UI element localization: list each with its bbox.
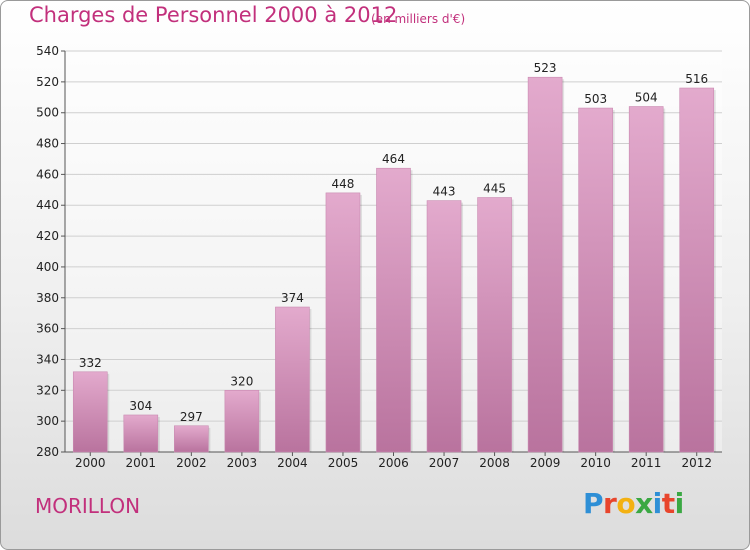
y-tick-label: 300 — [36, 414, 59, 428]
y-tick-label: 460 — [36, 167, 59, 181]
logo-letter: i — [652, 487, 663, 520]
y-tick-label: 340 — [36, 352, 59, 366]
x-tick-label: 2008 — [479, 456, 510, 470]
y-tick-label: 380 — [36, 291, 59, 305]
data-label: 504 — [635, 91, 658, 105]
logo-letter: t — [661, 487, 675, 520]
logo-letter: x — [635, 487, 653, 520]
x-tick-label: 2012 — [681, 456, 712, 470]
x-tick-label: 2005 — [328, 456, 359, 470]
bar-2009 — [527, 76, 563, 453]
x-tick-label: 2009 — [530, 456, 561, 470]
y-tick-label: 500 — [36, 106, 59, 120]
bar-2003 — [224, 390, 260, 453]
bar-2008 — [477, 197, 512, 453]
data-label: 516 — [685, 72, 708, 86]
data-label: 445 — [483, 182, 506, 196]
y-tick-label: 440 — [36, 198, 59, 212]
logo-letter: o — [616, 487, 636, 520]
data-label: 448 — [332, 177, 355, 191]
x-tick-label: 2000 — [75, 456, 106, 470]
y-tick-label: 360 — [36, 322, 59, 336]
y-tick-label: 400 — [36, 260, 59, 274]
x-tick-label: 2004 — [277, 456, 308, 470]
x-tick-label: 2010 — [580, 456, 611, 470]
chart-title: Charges de Personnel 2000 à 2012 — [29, 3, 398, 27]
x-tick-label: 2006 — [378, 456, 409, 470]
x-tick-label: 2002 — [176, 456, 207, 470]
y-tick-label: 520 — [36, 75, 59, 89]
data-label: 320 — [230, 374, 253, 388]
x-tick-label: 2007 — [429, 456, 460, 470]
bar-2005 — [325, 192, 361, 453]
x-tick-label: 2001 — [126, 456, 157, 470]
x-tick-label: 2011 — [631, 456, 662, 470]
y-tick-label: 540 — [36, 44, 59, 58]
data-label: 304 — [129, 399, 152, 413]
logo-letter: i — [674, 487, 685, 520]
y-tick-label: 480 — [36, 137, 59, 151]
chart-subtitle: (en milliers d'€) — [371, 12, 466, 26]
bar-2000 — [72, 371, 108, 453]
bar-2002 — [174, 425, 209, 453]
labels: 280 300 320 340 360 380 400 420 440 460 480 500 520 5… — [36, 44, 712, 470]
data-label: 464 — [382, 152, 405, 166]
bar-2012 — [679, 87, 715, 453]
bar-2001 — [123, 414, 159, 453]
data-label: 503 — [584, 92, 607, 106]
y-tick-label: 420 — [36, 229, 59, 243]
x-tick-label: 2003 — [227, 456, 258, 470]
y-tick-label: 280 — [36, 445, 59, 459]
commune-name: MORILLON — [35, 494, 141, 518]
data-label: 297 — [180, 410, 203, 424]
data-label: 374 — [281, 291, 304, 305]
bar-2004 — [275, 306, 310, 453]
y-tick-label: 320 — [36, 383, 59, 397]
bar-2011 — [628, 106, 664, 453]
bar-2007 — [426, 200, 462, 453]
data-label: 443 — [433, 185, 456, 199]
logo-letter: r — [603, 487, 617, 520]
bar-2006 — [376, 167, 411, 453]
bar-2010 — [578, 107, 613, 453]
bars — [72, 76, 716, 453]
data-label: 332 — [79, 356, 102, 370]
data-label: 523 — [534, 61, 557, 75]
proxiti-logo: Proxiti — [583, 487, 684, 520]
logo-letter: P — [583, 487, 604, 520]
